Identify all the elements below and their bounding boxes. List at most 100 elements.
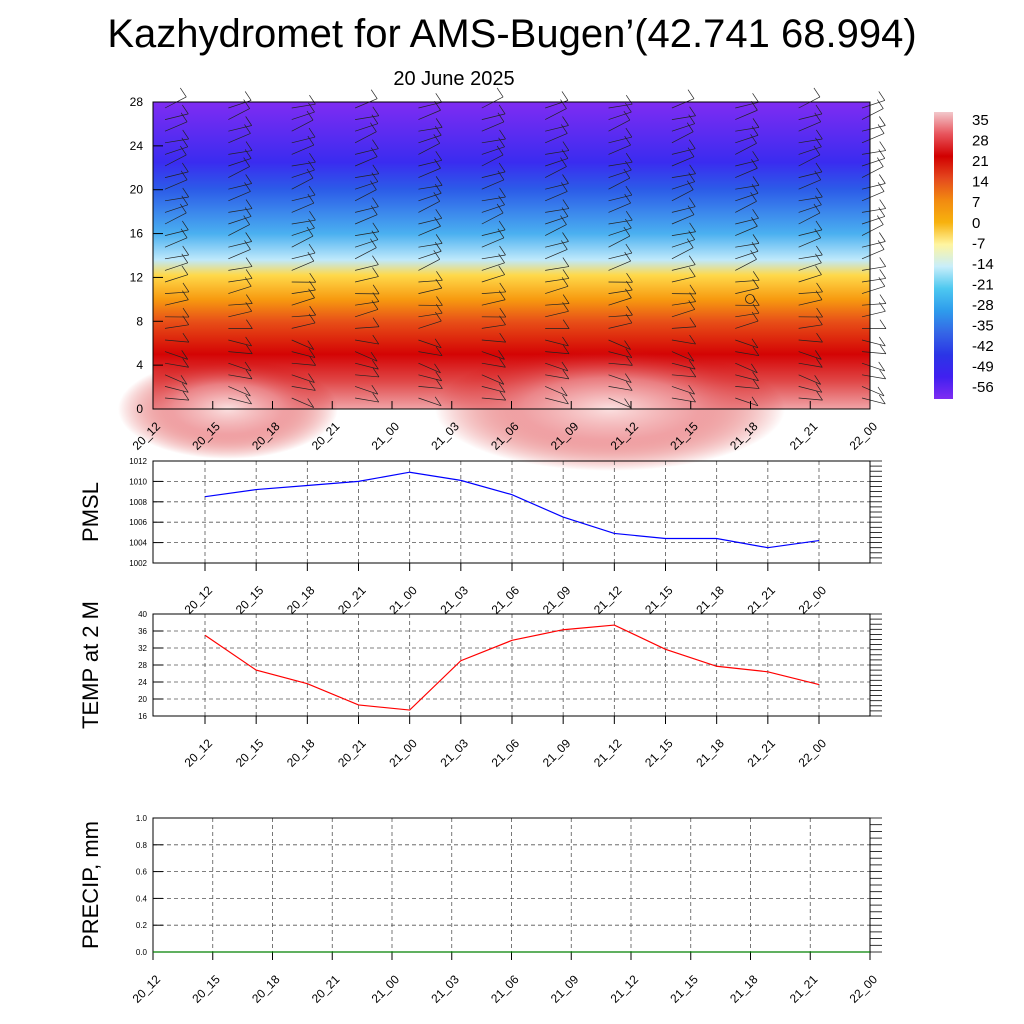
wind-barb-staff bbox=[418, 127, 443, 132]
wind-barb-flag bbox=[499, 358, 506, 368]
wind-barb-staff bbox=[164, 113, 189, 120]
wind-barb-staff bbox=[671, 148, 696, 155]
wind-barb-flag bbox=[434, 217, 441, 227]
wind-barb-staff bbox=[481, 138, 506, 144]
wind-barb-flag bbox=[688, 359, 696, 370]
wind-barb-flag bbox=[370, 122, 377, 132]
wind-barb-flag bbox=[750, 134, 757, 144]
x-tick-label: 20_15 bbox=[189, 972, 223, 1006]
wind-barb-flag bbox=[751, 126, 759, 136]
wind-barb-flag bbox=[623, 110, 631, 121]
x-tick-label: 21_06 bbox=[489, 736, 523, 770]
wind-barb-flag bbox=[179, 203, 187, 214]
wind-barb-staff bbox=[481, 121, 505, 132]
wind-barb-flag bbox=[879, 232, 886, 242]
wind-barb-flag bbox=[435, 311, 442, 322]
wind-barb-flag bbox=[688, 255, 696, 265]
wind-barb-flag bbox=[877, 240, 885, 250]
wind-barb-staff bbox=[735, 259, 757, 271]
wind-barb-flag bbox=[435, 278, 443, 289]
wind-barb-flag bbox=[499, 315, 506, 326]
wind-barb-flag bbox=[879, 141, 886, 151]
wind-barb-flag bbox=[435, 371, 442, 381]
wind-barb-staff bbox=[608, 202, 631, 213]
wind-barb-staff bbox=[608, 386, 633, 391]
wind-barb-flag bbox=[623, 168, 631, 179]
wind-barb-flag bbox=[561, 91, 569, 101]
wind-barb-flag bbox=[814, 170, 822, 181]
y-tick-label: 36 bbox=[138, 627, 147, 636]
wind-barb-flag bbox=[372, 292, 380, 302]
wind-barb-flag bbox=[370, 89, 378, 99]
wind-barb-flag bbox=[372, 197, 379, 207]
wind-barb-staff bbox=[228, 158, 252, 167]
wind-barb-flag bbox=[435, 304, 443, 314]
x-tick-label: 20_21 bbox=[335, 736, 369, 770]
wind-barb-staff bbox=[291, 111, 315, 120]
wind-barb-staff bbox=[608, 161, 633, 167]
wind-barb-flag bbox=[182, 187, 189, 198]
wind-barb-flag bbox=[876, 215, 884, 225]
wind-barb-flag bbox=[436, 379, 443, 389]
wind-barb-flag bbox=[560, 182, 568, 192]
y-tick-label: 16 bbox=[130, 227, 144, 241]
wind-barb-flag bbox=[372, 255, 379, 265]
wind-barb-staff bbox=[291, 374, 315, 383]
wind-barb-staff bbox=[418, 374, 442, 382]
wind-barb-flag bbox=[496, 145, 504, 156]
colorbar-label: -28 bbox=[972, 297, 994, 314]
wind-barb-staff bbox=[861, 310, 886, 318]
wind-barb-staff bbox=[545, 166, 567, 178]
wind-barb-staff bbox=[545, 241, 569, 248]
wind-barb-flag bbox=[562, 174, 569, 184]
wind-barb-staff bbox=[861, 241, 886, 248]
wind-barb-flag bbox=[876, 157, 884, 167]
wind-barb-flag bbox=[562, 294, 570, 304]
y-tick-label: 0.4 bbox=[136, 894, 148, 903]
y-tick-label: 1006 bbox=[129, 518, 147, 527]
wind-barb-staff bbox=[735, 312, 760, 318]
wind-barb-flag bbox=[878, 394, 886, 405]
x-tick-label: 22_00 bbox=[796, 583, 830, 617]
wind-barb-staff bbox=[291, 194, 316, 202]
wind-barb-staff bbox=[418, 185, 443, 190]
wind-barb-flag bbox=[751, 338, 759, 348]
wind-barb-staff bbox=[735, 386, 760, 389]
wind-barb-staff bbox=[228, 374, 253, 380]
wind-barb-flag bbox=[181, 253, 189, 264]
wind-barb-staff bbox=[228, 278, 253, 283]
wind-barb-staff bbox=[798, 254, 823, 260]
wind-barb-staff bbox=[608, 397, 631, 408]
wind-barb-staff bbox=[291, 362, 316, 366]
wind-barb-flag bbox=[560, 386, 568, 397]
wind-barb-flag bbox=[688, 114, 695, 124]
wind-barb-staff bbox=[481, 229, 506, 236]
wind-barb-staff bbox=[608, 169, 632, 178]
x-tick-label: 21_03 bbox=[428, 972, 462, 1006]
wind-barb-flag bbox=[814, 228, 822, 239]
wind-barb-flag bbox=[246, 319, 253, 329]
wind-barb-flag bbox=[879, 257, 886, 267]
wind-barb-staff bbox=[355, 339, 379, 345]
wind-barb-flag bbox=[499, 307, 507, 318]
wind-barb-staff bbox=[164, 179, 188, 190]
x-tick-label: 20_15 bbox=[233, 583, 267, 617]
wind-barb-staff bbox=[418, 243, 443, 248]
wind-barb-flag bbox=[498, 195, 505, 206]
wind-barb-staff bbox=[291, 169, 315, 178]
wind-barb-flag bbox=[686, 122, 694, 132]
wind-barb-flag bbox=[243, 215, 250, 225]
wind-barb-flag bbox=[182, 358, 189, 368]
wind-barb-staff bbox=[291, 339, 314, 350]
wind-barb-flag bbox=[182, 245, 189, 256]
wind-barb-flag bbox=[560, 215, 567, 225]
wind-barb-flag bbox=[182, 390, 190, 401]
wind-barb-flag bbox=[877, 182, 885, 192]
wind-barb-flag bbox=[179, 87, 187, 98]
wind-barb-flag bbox=[879, 199, 886, 209]
wind-barb-flag bbox=[436, 296, 443, 306]
x-tick-label: 21_12 bbox=[591, 583, 625, 617]
wind-barb-staff bbox=[608, 260, 631, 271]
x-tick-label: 22_00 bbox=[847, 419, 881, 453]
